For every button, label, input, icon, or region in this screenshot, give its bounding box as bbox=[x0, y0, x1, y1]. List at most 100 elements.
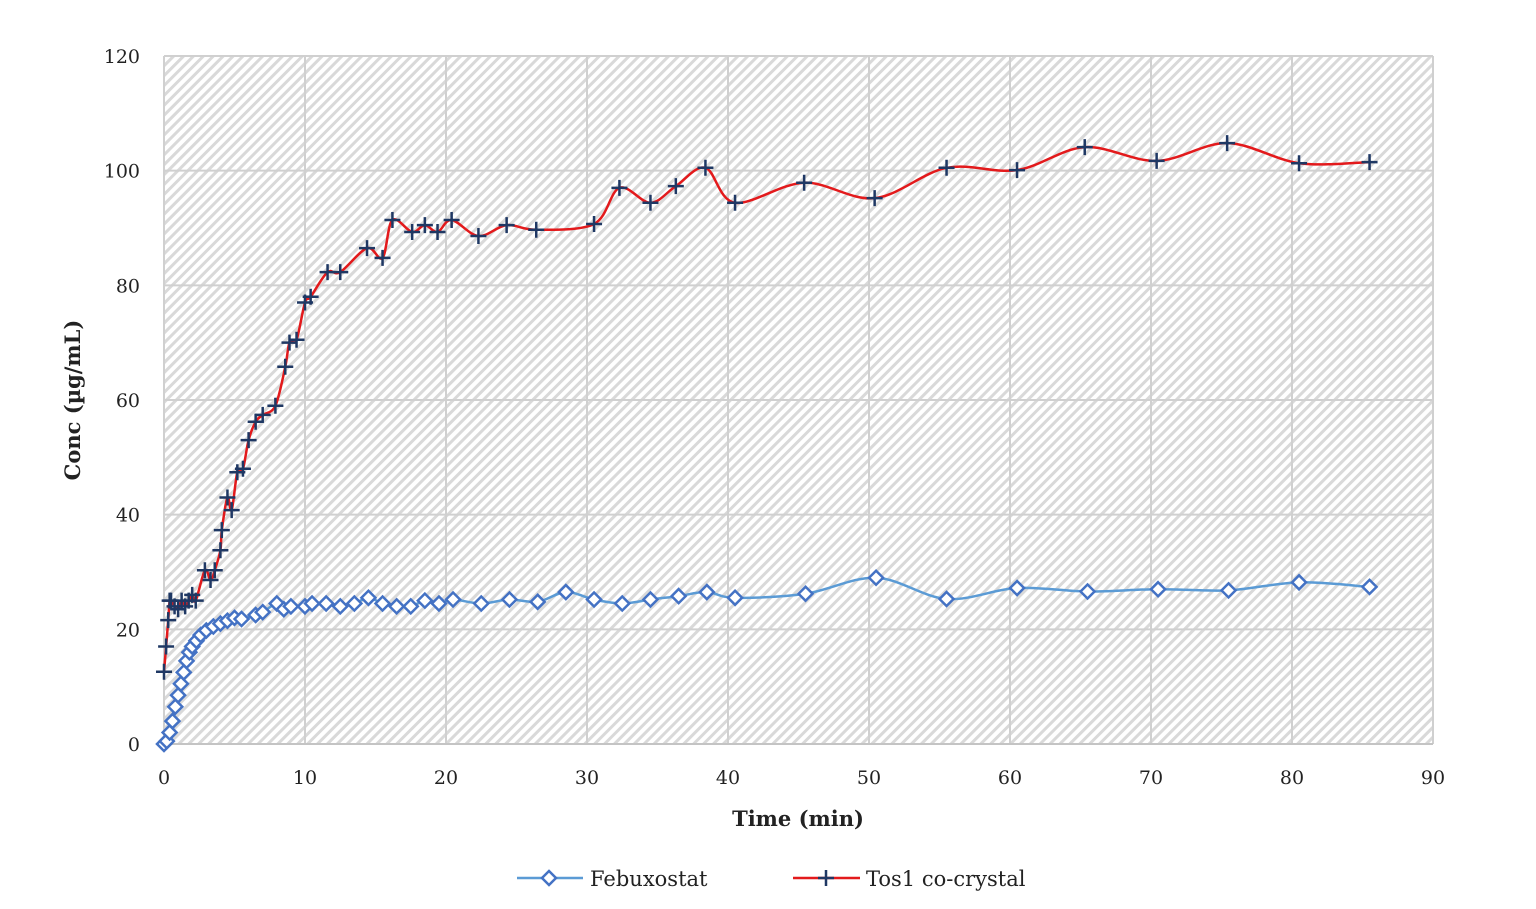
data-point bbox=[1009, 162, 1026, 179]
x-tick-label: 80 bbox=[1280, 767, 1304, 789]
data-point bbox=[156, 663, 172, 680]
data-point bbox=[1290, 573, 1308, 592]
data-point bbox=[1149, 580, 1167, 598]
data-point bbox=[1360, 578, 1379, 596]
legend-label: Tos1 co-crystal bbox=[866, 867, 1026, 891]
data-point bbox=[1148, 152, 1165, 169]
x-tick-label: 70 bbox=[1139, 767, 1163, 789]
data-point bbox=[613, 594, 632, 613]
data-point bbox=[213, 522, 230, 539]
data-point bbox=[158, 638, 175, 655]
data-point bbox=[429, 224, 446, 241]
data-point bbox=[416, 217, 433, 234]
y-tick-label: 0 bbox=[128, 734, 140, 756]
data-point bbox=[234, 460, 251, 477]
data-point bbox=[796, 585, 815, 603]
data-point bbox=[373, 594, 392, 613]
data-point bbox=[866, 190, 883, 207]
data-point bbox=[1076, 139, 1093, 156]
series-line bbox=[162, 141, 1370, 672]
data-point bbox=[938, 159, 955, 176]
data-point bbox=[387, 597, 406, 616]
data-point bbox=[937, 590, 956, 608]
x-tick-label: 50 bbox=[857, 767, 881, 789]
y-tick-label: 20 bbox=[116, 619, 140, 641]
data-point bbox=[697, 159, 714, 176]
series-group bbox=[155, 135, 1379, 753]
data-point bbox=[282, 597, 300, 616]
data-point bbox=[430, 594, 448, 613]
data-point bbox=[642, 194, 659, 211]
data-point bbox=[160, 723, 179, 742]
data-point bbox=[160, 612, 177, 629]
plus-marker-icon bbox=[818, 870, 834, 886]
data-point bbox=[332, 264, 349, 281]
y-tick-label: 40 bbox=[116, 505, 140, 527]
x-tick-labels: 0 10 20 30 40 50 60 70 80 90 bbox=[158, 767, 1445, 789]
x-tick-label: 90 bbox=[1421, 767, 1445, 789]
data-point bbox=[174, 663, 193, 682]
data-point bbox=[359, 589, 378, 607]
data-point bbox=[247, 413, 264, 430]
data-point bbox=[267, 397, 284, 414]
data-point bbox=[187, 592, 204, 609]
data-point bbox=[667, 178, 684, 195]
x-tick-label: 60 bbox=[998, 767, 1022, 789]
x-axis-title: Time (min) bbox=[732, 806, 864, 831]
legend-item-tos1: Tos1 co-crystal bbox=[793, 867, 1026, 891]
data-point bbox=[281, 334, 298, 351]
data-point bbox=[317, 594, 335, 613]
data-point bbox=[641, 590, 660, 609]
data-point bbox=[170, 601, 187, 618]
data-point bbox=[726, 589, 744, 607]
data-point bbox=[1219, 581, 1238, 600]
data-point bbox=[698, 583, 716, 601]
data-point bbox=[585, 590, 603, 609]
series-febuxostat bbox=[155, 568, 1379, 753]
data-point bbox=[1008, 579, 1026, 597]
data-point bbox=[303, 594, 321, 613]
data-point bbox=[443, 211, 460, 228]
data-point bbox=[202, 572, 219, 589]
data-point bbox=[416, 591, 434, 610]
legend-item-febuxostat: Febuxostat bbox=[517, 867, 708, 891]
data-point bbox=[528, 221, 545, 238]
diamond-marker-icon bbox=[540, 869, 558, 887]
data-point bbox=[1361, 154, 1378, 171]
y-tick-label: 100 bbox=[104, 161, 140, 183]
x-tick-label: 10 bbox=[293, 767, 317, 789]
data-point bbox=[345, 594, 364, 613]
data-point bbox=[331, 597, 350, 616]
data-point bbox=[288, 331, 305, 348]
y-tick-label: 80 bbox=[116, 275, 140, 297]
data-point bbox=[374, 249, 391, 266]
data-point bbox=[528, 593, 547, 611]
y-tick-labels: 0 20 40 60 80 100 120 bbox=[104, 46, 140, 756]
data-point bbox=[359, 240, 376, 257]
data-point bbox=[401, 597, 420, 616]
data-point bbox=[384, 211, 401, 228]
x-tick-label: 0 bbox=[158, 767, 170, 789]
series-tos1-co-crystal bbox=[156, 135, 1378, 680]
data-point bbox=[1078, 582, 1097, 601]
y-tick-label: 120 bbox=[104, 46, 140, 68]
x-tick-label: 20 bbox=[434, 767, 458, 789]
data-point bbox=[669, 587, 688, 605]
legend: Febuxostat Tos1 co-crystal bbox=[517, 867, 1026, 891]
data-point bbox=[867, 568, 885, 587]
data-point bbox=[727, 194, 744, 211]
data-point bbox=[444, 590, 462, 609]
data-point bbox=[223, 502, 240, 519]
data-point bbox=[557, 583, 575, 601]
data-point bbox=[472, 594, 491, 613]
data-point bbox=[206, 562, 223, 579]
x-tick-label: 40 bbox=[716, 767, 740, 789]
data-point bbox=[586, 215, 603, 232]
data-point bbox=[500, 590, 519, 609]
data-point bbox=[470, 228, 487, 245]
y-axis-title: Conc (µg/mL) bbox=[60, 320, 85, 481]
data-point bbox=[302, 288, 319, 305]
data-point bbox=[219, 489, 236, 506]
data-point bbox=[277, 358, 294, 375]
data-point bbox=[253, 603, 272, 621]
